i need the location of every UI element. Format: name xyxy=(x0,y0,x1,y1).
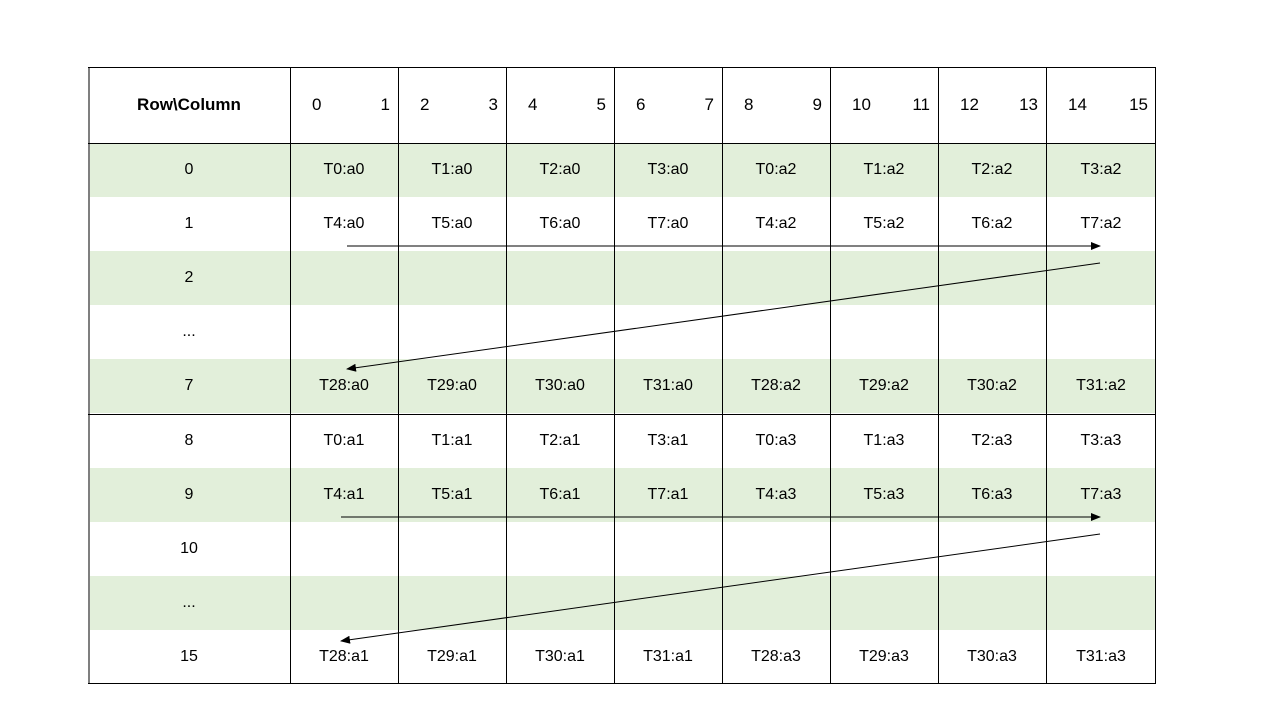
table-cell: T31:a2 xyxy=(1076,377,1126,395)
row-label: 15 xyxy=(180,647,198,665)
table-cell: T28:a3 xyxy=(751,647,801,665)
column-divider xyxy=(290,67,291,684)
column-header-3: 3 xyxy=(488,95,498,114)
table-cell: T1:a2 xyxy=(863,161,905,179)
table-cell: T5:a0 xyxy=(431,215,473,233)
table-cell: T30:a3 xyxy=(967,647,1017,665)
table-cell: T2:a3 xyxy=(971,431,1013,449)
row-shading xyxy=(88,251,1156,306)
table-cell: T1:a3 xyxy=(863,431,905,449)
table-cell: T7:a0 xyxy=(647,215,689,233)
column-header-9: 9 xyxy=(812,95,822,114)
table-cell: T30:a2 xyxy=(967,377,1017,395)
column-divider xyxy=(1046,67,1047,684)
column-header-5: 5 xyxy=(596,95,606,114)
row-label: 7 xyxy=(184,377,194,395)
table-cell: T30:a0 xyxy=(535,377,585,395)
row-shading xyxy=(88,143,1156,198)
row-divider xyxy=(88,143,1156,144)
row-divider xyxy=(88,413,1156,415)
row-label: 1 xyxy=(184,215,194,233)
column-divider xyxy=(398,67,399,684)
corner-label: Row\Column xyxy=(137,95,241,114)
column-header-1: 1 xyxy=(380,95,390,114)
table-cell: T29:a2 xyxy=(859,377,909,395)
column-header-14: 14 xyxy=(1068,95,1087,114)
table-cell: T5:a1 xyxy=(431,485,473,503)
table-cell: T0:a3 xyxy=(755,431,797,449)
row-label: 0 xyxy=(184,161,194,179)
wrap-arrow xyxy=(340,533,1101,644)
table-cell: T28:a1 xyxy=(319,647,369,665)
table-cell: T3:a3 xyxy=(1080,431,1122,449)
row-label: 10 xyxy=(180,539,198,557)
column-header-13: 13 xyxy=(1019,95,1038,114)
table-cell: T4:a1 xyxy=(323,485,365,503)
table-cell: T31:a1 xyxy=(643,647,693,665)
column-header-4: 4 xyxy=(528,95,538,114)
table-cell: T3:a2 xyxy=(1080,161,1122,179)
table-cell: T3:a0 xyxy=(647,161,689,179)
column-divider xyxy=(88,67,90,684)
table-cell: T7:a2 xyxy=(1080,215,1122,233)
row-label: ... xyxy=(182,323,196,341)
row-label: 2 xyxy=(184,269,194,287)
table-cell: T7:a1 xyxy=(647,485,689,503)
row-label: 9 xyxy=(184,485,194,503)
column-header-2: 2 xyxy=(420,95,430,114)
table-cell: T31:a3 xyxy=(1076,647,1126,665)
table-cell: T29:a0 xyxy=(427,377,477,395)
table-cell: T28:a0 xyxy=(319,377,369,395)
column-divider xyxy=(830,67,831,684)
column-divider xyxy=(722,67,723,684)
table-cell: T29:a3 xyxy=(859,647,909,665)
table-cell: T1:a1 xyxy=(431,431,473,449)
column-header-0: 0 xyxy=(312,95,322,114)
column-divider xyxy=(614,67,615,684)
column-header-15: 15 xyxy=(1129,95,1148,114)
wrap-arrow xyxy=(346,262,1101,372)
table-cell: T6:a3 xyxy=(971,485,1013,503)
table-cell: T5:a3 xyxy=(863,485,905,503)
column-divider xyxy=(1155,67,1156,684)
row-shading xyxy=(88,359,1156,414)
table-cell: T5:a2 xyxy=(863,215,905,233)
table-cell: T28:a2 xyxy=(751,377,801,395)
column-header-11: 11 xyxy=(912,95,930,114)
table-cell: T6:a2 xyxy=(971,215,1013,233)
column-header-10: 10 xyxy=(852,95,871,114)
table-cell: T0:a0 xyxy=(323,161,365,179)
table-cell: T29:a1 xyxy=(427,647,477,665)
row-divider xyxy=(88,683,1156,684)
table-cell: T2:a2 xyxy=(971,161,1013,179)
table-cell: T1:a0 xyxy=(431,161,473,179)
row-label: ... xyxy=(182,593,196,611)
table-cell: T6:a1 xyxy=(539,485,581,503)
table-cell: T4:a2 xyxy=(755,215,797,233)
column-header-8: 8 xyxy=(744,95,754,114)
row-divider xyxy=(88,67,1156,68)
thread-layout-table: Row\Column 0 1 2 3 4 5 6 7 8 9 10 11 12 13 14 15 0 T0:a0 T1… xyxy=(88,67,1156,684)
column-header-6: 6 xyxy=(636,95,646,114)
table-cell: T2:a0 xyxy=(539,161,581,179)
column-header-12: 12 xyxy=(960,95,979,114)
table-cell: T2:a1 xyxy=(539,431,581,449)
column-divider xyxy=(506,67,507,684)
table-cell: T0:a1 xyxy=(323,431,365,449)
table-cell: T3:a1 xyxy=(647,431,689,449)
row-shading xyxy=(88,467,1156,522)
row-shading xyxy=(88,575,1156,630)
table-cell: T4:a0 xyxy=(323,215,365,233)
column-divider xyxy=(938,67,939,684)
column-header-7: 7 xyxy=(704,95,714,114)
table-cell: T31:a0 xyxy=(643,377,693,395)
table-cell: T4:a3 xyxy=(755,485,797,503)
row-label: 8 xyxy=(184,431,194,449)
table-cell: T7:a3 xyxy=(1080,485,1122,503)
table-cell: T0:a2 xyxy=(755,161,797,179)
table-cell: T30:a1 xyxy=(535,647,585,665)
table-cell: T6:a0 xyxy=(539,215,581,233)
